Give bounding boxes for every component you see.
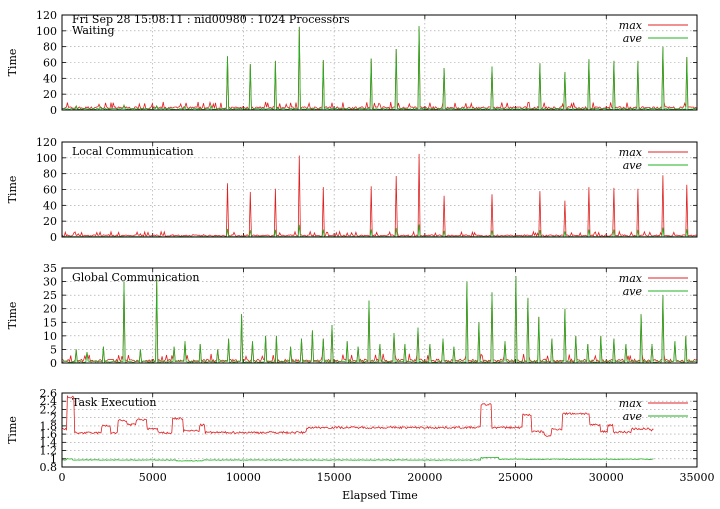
y-tick-label: 2.6 <box>40 387 58 400</box>
y-tick-label: 1.2 <box>40 445 58 458</box>
y-tick-label: 1 <box>50 453 57 466</box>
panel-title: Task Execution <box>72 396 156 409</box>
plot-frame <box>61 267 698 364</box>
y-axis-label: Time <box>6 176 19 204</box>
x-tick-label: 35000 <box>680 471 715 484</box>
y-tick-label: 20 <box>43 215 57 228</box>
y-tick-label: 1.6 <box>40 428 58 441</box>
y-tick-label: 100 <box>36 152 57 165</box>
series-line-max <box>61 26 697 111</box>
series-line-ave <box>61 26 697 111</box>
y-tick-label: 15 <box>43 316 57 329</box>
x-tick-label: 15000 <box>317 471 352 484</box>
series-line-ave <box>61 276 697 364</box>
y-tick-label: 60 <box>43 57 57 70</box>
x-tick-label: 0 <box>59 471 66 484</box>
y-tick-label: 120 <box>36 136 57 149</box>
y-tick-label: 40 <box>43 199 57 212</box>
x-tick-label: 20000 <box>407 471 442 484</box>
panel-title: Global Communication <box>72 271 200 284</box>
figure-header: Fri Sep 28 15:08:11 : nid00980 : 1024 Pr… <box>72 13 350 26</box>
y-tick-label: 20 <box>43 303 57 316</box>
legend-label: max <box>619 19 643 32</box>
y-tick-label: 0 <box>50 104 57 117</box>
legend-label: max <box>619 146 643 159</box>
legend-label: ave <box>623 159 643 172</box>
legend-label: ave <box>623 285 643 298</box>
y-tick-label: 1.8 <box>40 420 58 433</box>
y-axis-label: Time <box>6 49 19 77</box>
x-tick-label: 30000 <box>589 471 624 484</box>
y-axis-label: Time <box>6 302 19 330</box>
panel-title: Local Communication <box>72 145 194 158</box>
y-tick-label: 20 <box>43 88 57 101</box>
y-tick-label: 2.4 <box>40 395 58 408</box>
y-tick-label: 100 <box>36 25 57 38</box>
y-tick-label: 10 <box>43 330 57 343</box>
y-tick-label: 2 <box>50 412 57 425</box>
y-tick-label: 80 <box>43 168 57 181</box>
plot-frame <box>61 14 698 111</box>
y-tick-label: 0 <box>50 357 57 370</box>
y-tick-label: 30 <box>43 276 57 289</box>
panel-title: Waiting <box>72 24 115 37</box>
legend-label: ave <box>623 410 643 423</box>
x-tick-label: 25000 <box>498 471 533 484</box>
y-tick-label: 40 <box>43 72 57 85</box>
y-tick-label: 60 <box>43 184 57 197</box>
series-line-ave <box>61 456 654 462</box>
plot-frame <box>61 141 698 238</box>
legend-label: max <box>619 272 643 285</box>
y-tick-label: 1.4 <box>40 436 58 449</box>
y-tick-label: 0 <box>50 231 57 244</box>
x-axis-label: Elapsed Time <box>342 489 418 502</box>
series-line-max <box>61 394 654 437</box>
y-tick-label: 35 <box>43 262 57 275</box>
y-tick-label: 80 <box>43 41 57 54</box>
legend-label: max <box>619 397 643 410</box>
y-tick-label: 120 <box>36 9 57 22</box>
y-axis-label: Time <box>6 416 19 444</box>
y-tick-label: 5 <box>50 343 57 356</box>
panel-3: 0.811.21.41.61.822.22.42.6 0 5000 10000 1500… <box>6 387 715 484</box>
x-tick-label: 5000 <box>139 471 167 484</box>
panel-1: 0 20 40 60 80 100 120 Time Local Communication ma… <box>6 136 698 244</box>
y-tick-label: 25 <box>43 289 57 302</box>
x-tick-label: 10000 <box>226 471 261 484</box>
y-tick-label: 2.2 <box>40 403 58 416</box>
y-tick-label: 0.8 <box>40 461 58 474</box>
series-line-max <box>61 153 697 238</box>
plot-frame <box>61 392 698 468</box>
legend-label: ave <box>623 32 643 45</box>
